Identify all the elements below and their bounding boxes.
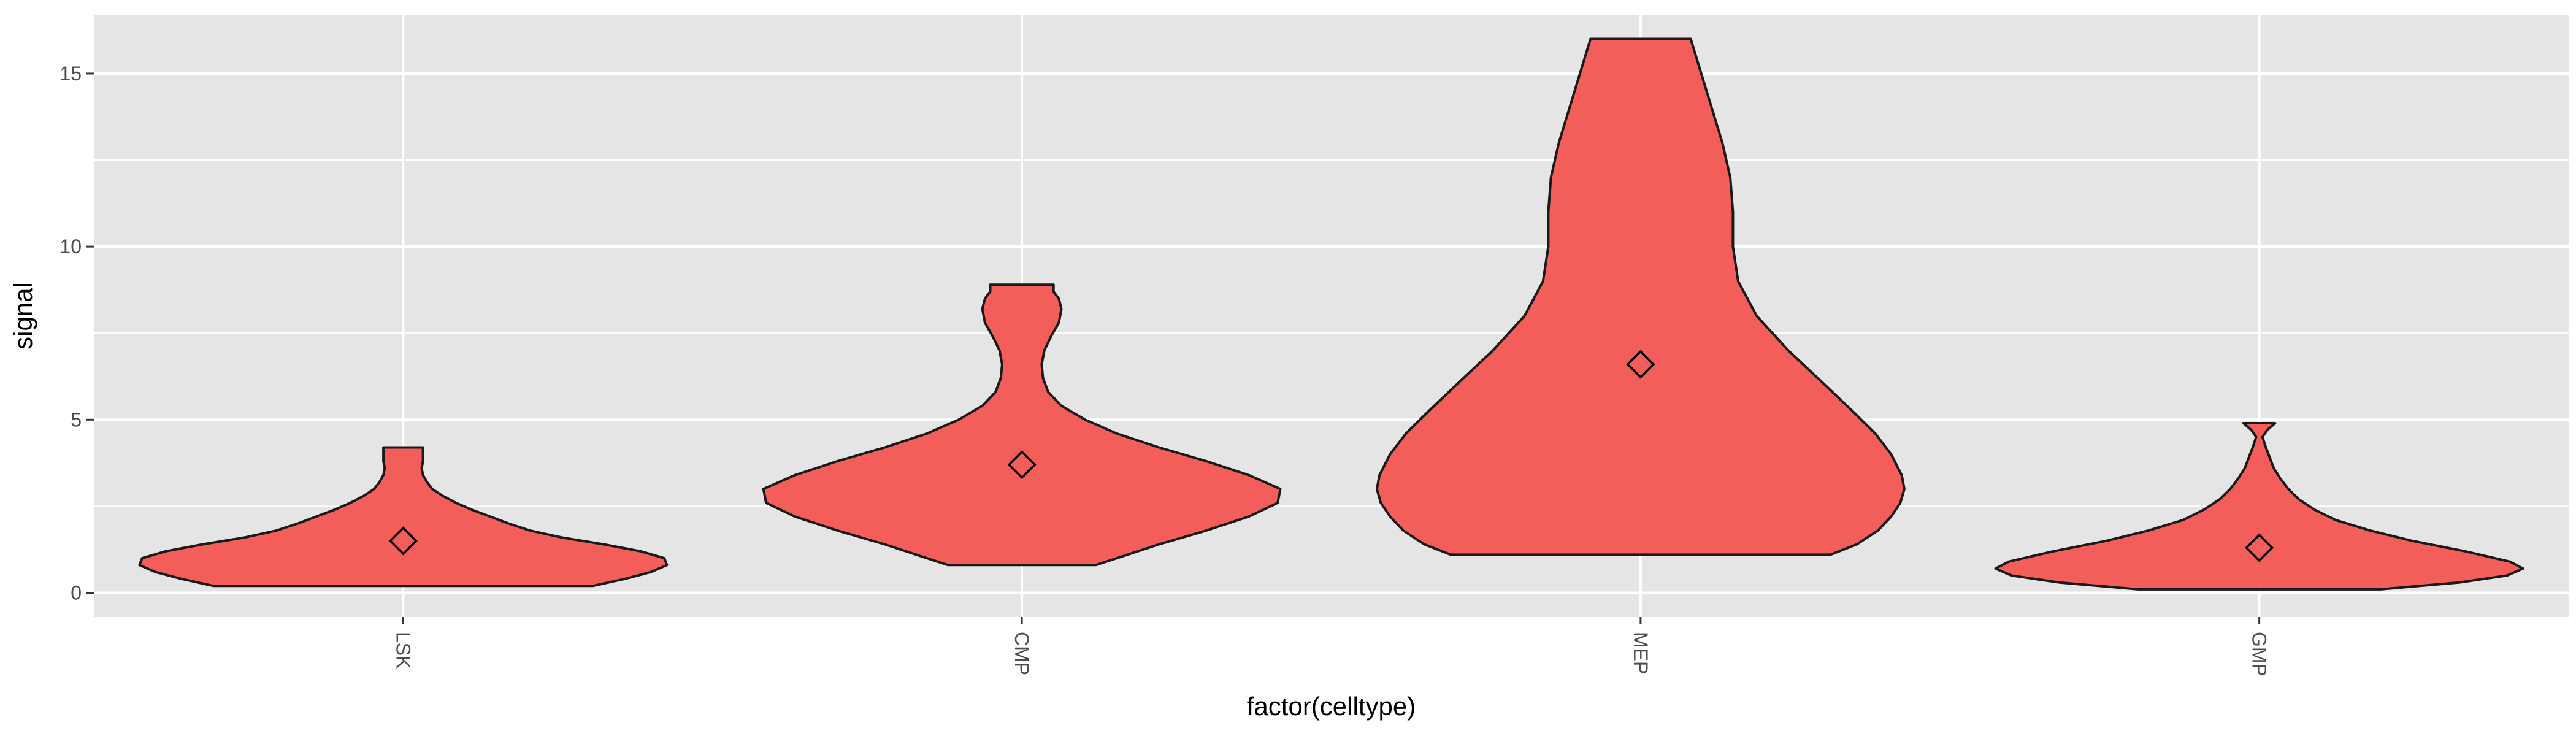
violin-lsk — [138, 446, 669, 588]
mean-marker-lsk — [388, 526, 418, 556]
x-axis: LSK CMP MEP GMP — [392, 617, 2271, 677]
x-tick-label-gmp: GMP — [2248, 632, 2271, 677]
x-tick-label-mep: MEP — [1630, 632, 1652, 674]
y-axis-title: signal — [9, 282, 37, 350]
violin-gmp — [1994, 422, 2524, 591]
x-tick-label-cmp: CMP — [1011, 632, 1033, 675]
grid-minor — [94, 159, 2569, 507]
y-tick-label: 5 — [71, 408, 82, 431]
y-axis: 0 5 10 15 — [59, 63, 94, 604]
y-tick-label: 10 — [59, 236, 82, 258]
x-tick-label-lsk: LSK — [392, 632, 414, 669]
plot-panel — [94, 15, 2569, 617]
mean-marker-cmp — [1007, 450, 1037, 480]
mean-marker-mep — [1626, 350, 1655, 379]
x-axis-title: factor(celltype) — [1247, 692, 1416, 721]
y-tick-label: 15 — [59, 63, 82, 85]
violins — [138, 37, 2524, 591]
y-tick-label: 0 — [71, 581, 82, 604]
mean-marker-gmp — [2245, 533, 2274, 562]
violin-mep — [1375, 37, 1906, 556]
violin-cmp — [762, 283, 1282, 567]
